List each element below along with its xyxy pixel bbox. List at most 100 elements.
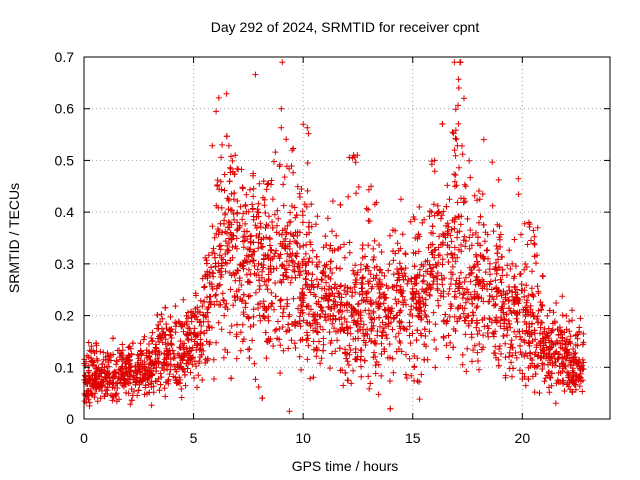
data-point [194, 304, 201, 311]
data-point [211, 254, 218, 261]
data-point [368, 183, 375, 190]
data-point [397, 283, 404, 290]
data-point [255, 200, 262, 207]
data-point [422, 296, 429, 303]
data-point [189, 361, 196, 368]
data-point [146, 350, 153, 357]
data-point [364, 326, 371, 333]
data-point [517, 349, 524, 355]
data-point [296, 190, 303, 197]
data-point [462, 243, 469, 250]
data-point [566, 379, 573, 386]
y-tick-label: 0.1 [55, 359, 75, 375]
data-point [553, 380, 560, 387]
y-tick-label: 0.7 [55, 49, 75, 65]
data-point [342, 350, 348, 357]
data-point [552, 350, 558, 357]
data-point [349, 293, 355, 300]
data-point [374, 281, 380, 288]
data-point [278, 231, 285, 238]
data-point [400, 325, 407, 331]
data-point [382, 321, 389, 328]
data-point [508, 359, 515, 366]
data-point [490, 329, 496, 336]
data-point [454, 318, 461, 325]
data-point [472, 281, 479, 288]
data-point [225, 197, 232, 204]
data-point [228, 322, 235, 329]
data-point [205, 304, 212, 311]
data-point [205, 323, 212, 330]
y-tick-label: 0.3 [55, 256, 75, 272]
data-point [508, 337, 515, 344]
data-point [282, 225, 288, 232]
data-point [535, 290, 542, 297]
data-point [345, 377, 352, 384]
data-point [499, 305, 506, 312]
data-point [311, 312, 318, 318]
data-point [271, 158, 277, 165]
data-point [283, 136, 290, 143]
data-point [495, 362, 502, 369]
data-point [183, 345, 190, 352]
data-point [370, 245, 377, 252]
data-point [513, 354, 520, 361]
data-point [196, 360, 202, 367]
data-point [481, 323, 488, 330]
data-point [435, 302, 442, 309]
data-point [201, 284, 208, 290]
data-point [407, 218, 414, 225]
axis-ticks [83, 56, 610, 420]
data-point [550, 341, 557, 348]
data-point [512, 263, 519, 270]
data-point [223, 90, 230, 97]
data-point [113, 361, 120, 368]
data-point [572, 381, 579, 388]
data-point [506, 305, 513, 312]
data-point [129, 392, 136, 399]
data-point [170, 355, 177, 362]
data-point [299, 336, 306, 343]
data-point [374, 328, 381, 335]
data-point [487, 278, 494, 285]
data-point [97, 370, 104, 377]
data-point [218, 204, 225, 211]
data-point [457, 269, 464, 276]
data-point [323, 317, 329, 324]
data-point [444, 228, 451, 235]
data-point [110, 379, 117, 386]
data-point [467, 270, 474, 277]
data-point [415, 231, 422, 238]
data-point [323, 242, 330, 248]
data-point [341, 241, 347, 248]
data-point [559, 312, 566, 319]
data-point [225, 218, 232, 225]
data-point [444, 182, 451, 189]
data-point [264, 253, 271, 260]
data-point [395, 330, 402, 337]
data-point [307, 322, 314, 329]
data-point [223, 300, 230, 307]
data-point [348, 380, 355, 387]
data-point [250, 306, 257, 313]
data-point [288, 320, 295, 327]
data-point [257, 317, 264, 324]
data-point [550, 309, 557, 316]
data-point [463, 286, 470, 293]
data-point [364, 331, 371, 338]
data-point [219, 141, 226, 148]
data-point [476, 341, 483, 347]
data-point [385, 267, 392, 274]
data-point [495, 356, 502, 363]
data-point [296, 313, 303, 320]
data-point [574, 342, 581, 349]
data-point [220, 297, 227, 303]
data-point [381, 306, 388, 313]
data-point [533, 315, 540, 322]
data-point [384, 335, 390, 342]
data-point [227, 164, 234, 171]
data-point [285, 313, 292, 320]
data-point [255, 213, 262, 220]
data-point [353, 190, 360, 197]
data-point [412, 250, 419, 257]
